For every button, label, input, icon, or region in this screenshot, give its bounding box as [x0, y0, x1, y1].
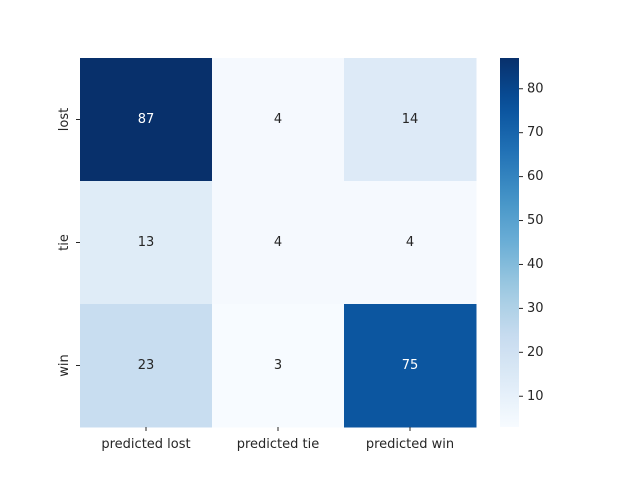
heatmap-cell-tie-2	[344, 181, 477, 305]
cell-value-label: 75	[402, 358, 419, 373]
colorbar-tick-label: 40	[527, 257, 544, 272]
colorbar-tick-label: 20	[527, 345, 544, 360]
y-tick-label: win	[57, 354, 72, 376]
colorbar-tick-label: 60	[527, 169, 544, 184]
heatmap-cell-win-2	[344, 304, 477, 428]
cell-value-label: 4	[274, 112, 282, 127]
heatmap-cell-win-1	[212, 304, 345, 428]
heatmap-cell-tie-1	[212, 181, 345, 305]
y-axis: lost tie win	[57, 108, 80, 377]
x-tick-label: predicted lost	[101, 437, 190, 452]
cell-value-label: 87	[138, 112, 155, 127]
cell-value-label: 3	[274, 358, 282, 373]
colorbar-tick-label: 70	[527, 125, 544, 140]
x-axis: predicted lost predicted tie predicted win	[101, 427, 454, 452]
x-tick-label: predicted tie	[237, 437, 320, 452]
cell-value-label: 13	[138, 235, 155, 250]
heatmap-cell-tie-0	[80, 181, 213, 305]
colorbar-tick-label: 10	[527, 389, 544, 404]
colorbar-tick-label: 50	[527, 213, 544, 228]
cell-value-label: 14	[402, 112, 419, 127]
x-tick-label: predicted win	[366, 437, 454, 452]
heatmap-cell-win-0	[80, 304, 213, 428]
cell-value-label: 4	[274, 235, 282, 250]
cell-value-label: 4	[406, 235, 414, 250]
heatmap-cell-lost-1	[212, 58, 345, 182]
heatmap-cell-lost-0	[80, 58, 213, 182]
colorbar-tick-label: 30	[527, 301, 544, 316]
colorbar: 10 20 30 40 50 60 70 80	[500, 58, 544, 427]
cell-value-label: 23	[138, 358, 155, 373]
heatmap-cell-lost-2	[344, 58, 477, 182]
y-tick-label: tie	[57, 234, 72, 251]
colorbar-tick-label: 80	[527, 81, 544, 96]
y-tick-label: lost	[57, 108, 72, 131]
heatmap-cells: 87 4 14 13 4 4 23 3 75	[80, 58, 477, 428]
colorbar-gradient	[500, 58, 519, 427]
